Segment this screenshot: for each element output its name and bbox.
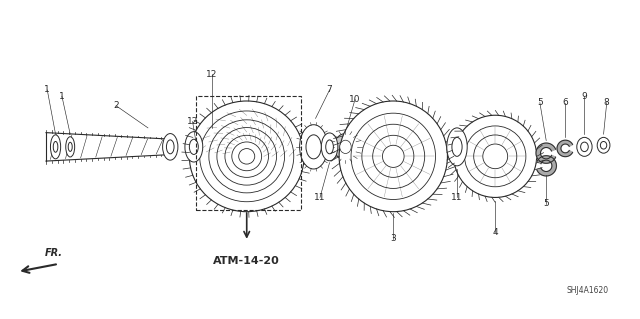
Ellipse shape <box>300 125 328 169</box>
Ellipse shape <box>232 142 262 171</box>
Ellipse shape <box>189 101 304 212</box>
Ellipse shape <box>465 126 526 187</box>
Text: 5: 5 <box>537 98 543 107</box>
Ellipse shape <box>334 134 357 160</box>
Ellipse shape <box>200 111 294 202</box>
Ellipse shape <box>217 128 276 185</box>
Text: 8: 8 <box>604 98 610 107</box>
Text: ATM-14-20: ATM-14-20 <box>213 256 280 266</box>
Ellipse shape <box>326 140 333 154</box>
Ellipse shape <box>53 141 58 152</box>
Ellipse shape <box>600 141 607 149</box>
Text: 6: 6 <box>563 98 568 107</box>
Ellipse shape <box>474 135 516 178</box>
Text: FR.: FR. <box>45 248 63 257</box>
Text: 1: 1 <box>44 85 50 94</box>
Ellipse shape <box>321 133 338 161</box>
Text: 3: 3 <box>390 234 396 243</box>
Ellipse shape <box>209 120 285 193</box>
Text: 10: 10 <box>349 95 361 104</box>
Ellipse shape <box>597 137 610 153</box>
Ellipse shape <box>163 134 178 160</box>
Ellipse shape <box>383 145 404 167</box>
Ellipse shape <box>483 144 508 169</box>
Ellipse shape <box>577 137 592 156</box>
Text: 12: 12 <box>187 117 198 126</box>
Text: 7: 7 <box>326 85 332 94</box>
Ellipse shape <box>339 101 447 212</box>
Text: 2: 2 <box>113 101 119 110</box>
Polygon shape <box>536 143 556 163</box>
Text: 1: 1 <box>59 92 65 101</box>
Text: 11: 11 <box>314 193 326 202</box>
Polygon shape <box>537 156 556 176</box>
Ellipse shape <box>225 135 269 177</box>
Ellipse shape <box>239 149 255 164</box>
Text: 9: 9 <box>582 92 588 101</box>
Ellipse shape <box>68 142 72 152</box>
Text: 5: 5 <box>543 199 549 208</box>
Ellipse shape <box>189 139 198 154</box>
Ellipse shape <box>340 140 351 153</box>
Text: 11: 11 <box>451 193 463 202</box>
Ellipse shape <box>580 142 588 152</box>
Ellipse shape <box>351 113 436 199</box>
Ellipse shape <box>66 137 75 157</box>
Text: SHJ4A1620: SHJ4A1620 <box>566 286 609 295</box>
Ellipse shape <box>372 135 414 177</box>
Ellipse shape <box>362 124 425 189</box>
Ellipse shape <box>447 128 467 166</box>
Text: 4: 4 <box>492 228 498 237</box>
Ellipse shape <box>306 135 321 159</box>
Ellipse shape <box>185 132 203 162</box>
Polygon shape <box>557 140 573 157</box>
Ellipse shape <box>166 140 174 154</box>
Ellipse shape <box>452 137 462 156</box>
Ellipse shape <box>51 135 61 159</box>
Text: 12: 12 <box>206 70 218 78</box>
Ellipse shape <box>454 115 537 197</box>
